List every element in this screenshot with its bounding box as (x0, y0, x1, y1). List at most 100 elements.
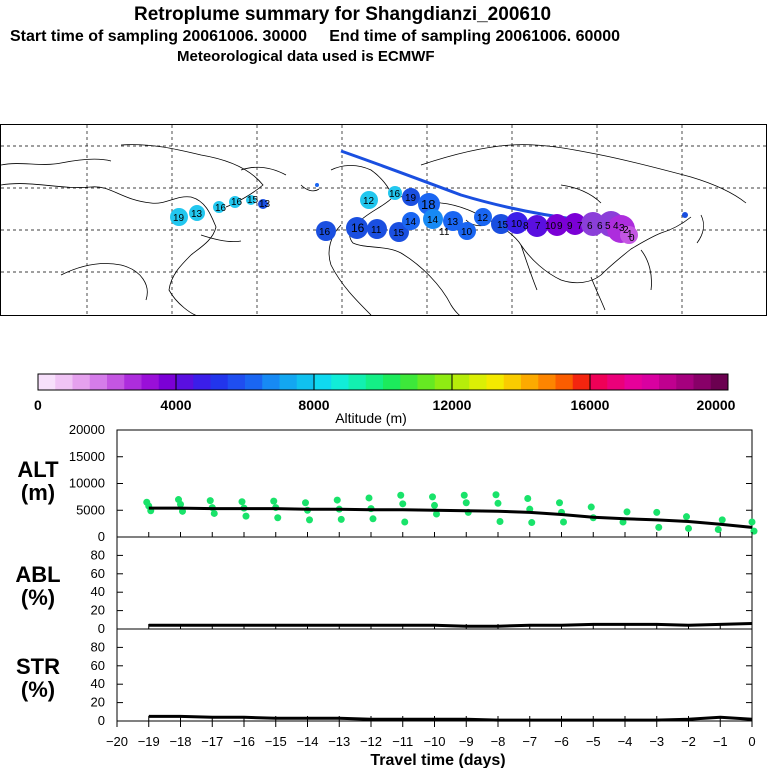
colorbar-swatch (158, 374, 177, 390)
x-tick-label: −14 (296, 734, 318, 749)
day-label: 13 (447, 217, 459, 228)
y-tick-label: 0 (98, 529, 105, 544)
panel-label: ABL (15, 562, 60, 587)
day-label: 5 (605, 221, 611, 232)
chart-title: Retroplume summary for Shangdianzi_20061… (134, 4, 552, 25)
abl-series-line (148, 622, 753, 628)
day-label: 15 (393, 228, 405, 239)
colorbar-swatch (452, 374, 470, 390)
altitude-point (683, 513, 690, 521)
altitude-point (429, 493, 436, 501)
colorbar-swatch (141, 374, 160, 390)
y-tick-label: 40 (91, 676, 105, 691)
altitude-point (399, 500, 407, 508)
altitude-point (333, 496, 341, 504)
day-label: 13 (191, 209, 203, 220)
x-tick-label: −9 (459, 734, 474, 749)
day-label: 14 (405, 217, 417, 228)
altitude-point (560, 518, 567, 526)
day-label: 14 (427, 215, 439, 226)
sampling-times: Start time of sampling 20061006. 30000 E… (10, 28, 621, 45)
day-label: 11 (439, 227, 450, 238)
colorbar-swatch (676, 374, 694, 390)
colorbar-swatch (314, 374, 332, 390)
day-label: 7 (535, 221, 541, 232)
colorbar-swatch (331, 374, 349, 390)
altitude-point (433, 510, 440, 518)
x-tick-label: −7 (522, 734, 537, 749)
day-label: 7 (577, 221, 583, 232)
panel-label: STR (16, 654, 60, 679)
colorbar-swatch (710, 374, 729, 390)
panel-str: 80 60 40 20 0 STR(%) (16, 628, 753, 728)
y-tick-label: 80 (91, 639, 105, 654)
altitude-point (718, 516, 726, 524)
colorbar-swatch (486, 374, 505, 390)
altitude-point (685, 524, 692, 532)
colorbar-tick-label: 20000 (697, 397, 736, 413)
panel-unit: (%) (21, 677, 55, 702)
panel-label: ALT (17, 457, 59, 482)
altitude-point (460, 491, 468, 499)
altitude-point (494, 499, 502, 507)
altitude-point (206, 497, 214, 505)
colorbar-swatch (262, 374, 280, 390)
plume-blobs (170, 183, 688, 244)
y-tick-label: 10000 (69, 476, 105, 491)
x-tick-label: −11 (392, 734, 413, 749)
day-label: 8 (523, 221, 529, 232)
altitude-point (177, 500, 184, 508)
altitude-point (714, 526, 722, 534)
y-tick-label: 60 (91, 658, 105, 673)
y-tick-label: 60 (91, 566, 105, 581)
colorbar-swatch (641, 374, 660, 390)
panel-unit: (%) (21, 585, 55, 610)
colorbar-swatch (659, 374, 677, 390)
x-tick-label: −12 (360, 734, 382, 749)
y-tick-label: 20000 (69, 422, 105, 437)
x-tick-label: −19 (138, 734, 160, 749)
x-axis: −20 −19 −18 −17 −16 −15 −14 −13 −12 −11 −10 −9 −8 −7−… (106, 532, 756, 749)
altitude-point (492, 491, 500, 499)
altitude-point (306, 516, 313, 524)
day-label: 9 (567, 221, 573, 232)
x-tick-label: −4 (618, 734, 633, 749)
y-tick-label: 5000 (76, 502, 105, 517)
altitude-point (365, 494, 373, 502)
x-tick-label: −6 (554, 734, 569, 749)
day-label: 12 (477, 213, 489, 224)
retroplume-map: 19 13 16 16 15 13 12 16 19 18 14 14 11 1… (0, 124, 767, 316)
colorbar-swatch (555, 374, 574, 390)
altitude-point (431, 501, 438, 509)
day-label: 15 (247, 195, 259, 206)
x-axis-label: Travel time (days) (370, 752, 505, 768)
colorbar-swatch (72, 374, 91, 390)
panel-frame (116, 536, 753, 630)
colorbar-swatch (245, 374, 263, 390)
x-tick-label: −8 (491, 734, 506, 749)
day-label: 0 (629, 233, 635, 244)
colorbar-swatch (176, 374, 194, 390)
day-label: 16 (215, 203, 227, 214)
day-label: 19 (405, 193, 417, 204)
day-label: 3 (619, 223, 625, 234)
colorbar-swatch (107, 374, 125, 390)
panel-unit: (m) (21, 480, 55, 505)
y-tick-label: 20 (91, 695, 105, 710)
colorbar-swatch (521, 374, 539, 390)
day-label: 4 (613, 221, 619, 232)
altitude-point (302, 499, 309, 507)
colorbar-tick-label: 12000 (433, 397, 472, 413)
y-tick-label: 0 (98, 621, 105, 636)
colorbar-swatch (193, 374, 211, 390)
altitude-point (653, 508, 661, 516)
day-label: 16 (231, 197, 243, 208)
day-label: 10 (545, 221, 557, 232)
altitude-point (401, 518, 409, 526)
colorbar-tick-label: 8000 (298, 397, 329, 413)
colorbar-swatch (469, 374, 487, 390)
panel-frame (116, 628, 753, 722)
colorbar-swatch (693, 374, 712, 390)
x-tick-label: −17 (201, 734, 223, 749)
